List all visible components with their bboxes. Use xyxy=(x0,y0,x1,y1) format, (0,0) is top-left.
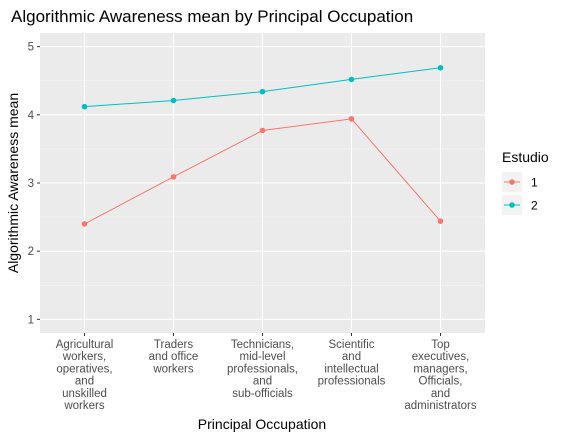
data-point-series-1 xyxy=(170,174,177,180)
legend: Estudio 1 2 xyxy=(502,149,549,215)
x-tick-label-line: workers xyxy=(63,400,105,412)
y-tick-label: 3 xyxy=(28,178,34,190)
x-tick-label-line: unskilled xyxy=(62,388,107,400)
y-axis-title: Algorithmic Awareness mean xyxy=(5,93,21,273)
legend-label-1: 1 xyxy=(531,176,538,190)
x-tick-label-line: executives, xyxy=(412,351,470,363)
data-point-series-2 xyxy=(437,64,444,71)
x-axis-title: Principal Occupation xyxy=(198,416,326,432)
x-tick-label-line: and xyxy=(253,376,272,388)
x-tick-label-line: Traders xyxy=(154,339,193,351)
x-tick-label-line: managers, xyxy=(413,363,467,375)
x-tick-label: Technicians, mid-level professionals, and su… xyxy=(227,339,298,400)
data-point-series-2 xyxy=(170,97,177,104)
y-tick-label: 2 xyxy=(28,246,34,258)
x-tick-label-line: and xyxy=(75,376,94,388)
x-tick-label-line: mid-level xyxy=(239,351,285,363)
x-tick-label-line: intellectual xyxy=(324,363,378,375)
data-point-series-2 xyxy=(348,76,355,83)
legend-key-point xyxy=(509,202,515,208)
x-tick-label-line: Agricultural xyxy=(56,339,114,351)
x-tick-label: Scientific and intellectual professionals xyxy=(318,339,386,388)
data-point-series-1 xyxy=(437,218,444,224)
x-tick-label-line: Officials, xyxy=(419,376,463,388)
x-tick-label-line: workers, xyxy=(62,351,106,363)
data-point-series-2 xyxy=(81,103,88,110)
data-point-series-1 xyxy=(348,116,355,122)
x-tick-label-line: workers xyxy=(152,363,194,375)
x-axis: Agricultural workers, operatives, and unskil… xyxy=(56,333,477,412)
legend-label-2: 2 xyxy=(531,199,538,213)
x-tick-label-line: and xyxy=(431,388,450,400)
legend-key-point xyxy=(509,179,515,185)
y-tick-label: 4 xyxy=(28,110,35,122)
data-point-series-1 xyxy=(259,127,266,134)
x-tick-label-line: Top xyxy=(431,339,450,351)
y-tick-label: 5 xyxy=(28,42,34,54)
x-tick-label-line: and office xyxy=(149,351,199,363)
x-tick-label: Traders and office workers xyxy=(149,339,199,375)
x-tick-label-line: administrators xyxy=(404,400,476,412)
y-axis: 1 2 3 4 5 xyxy=(28,42,40,326)
series-layer xyxy=(81,64,444,227)
x-tick-label: Top executives, managers, Officials, and admi… xyxy=(404,339,476,412)
data-point-series-1 xyxy=(81,221,88,227)
x-tick-label-line: sub-officials xyxy=(232,388,293,400)
x-tick-label-line: professionals xyxy=(318,376,386,388)
y-tick-label: 1 xyxy=(28,314,34,326)
major-gridlines xyxy=(40,33,485,333)
legend-title: Estudio xyxy=(502,149,549,165)
x-tick-label-line: operatives, xyxy=(56,363,112,375)
x-tick-label: Agricultural workers, operatives, and unskil… xyxy=(56,339,114,412)
x-tick-label-line: professionals, xyxy=(227,363,298,375)
chart-title: Algorithmic Awareness mean by Principal … xyxy=(11,7,413,26)
data-point-series-2 xyxy=(259,88,266,95)
x-tick-label-line: and xyxy=(342,351,361,363)
x-tick-label-line: Scientific xyxy=(328,339,374,351)
x-tick-label-line: Technicians, xyxy=(231,339,294,351)
